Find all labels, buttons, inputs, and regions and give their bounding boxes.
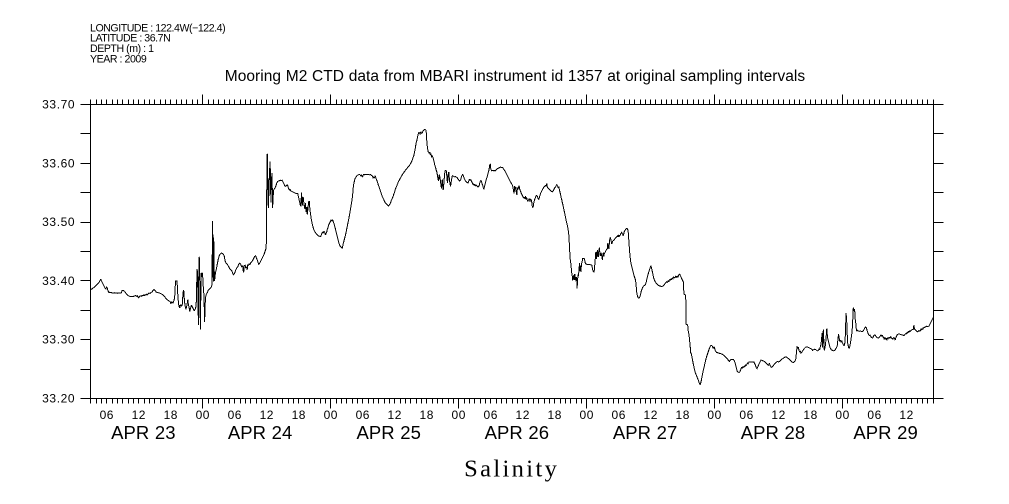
svg-text:Mooring M2 CTD data from MBARI: Mooring M2 CTD data from MBARI instrumen… xyxy=(225,68,806,85)
svg-text:00: 00 xyxy=(324,408,338,422)
svg-text:DEPTH (m) : 1: DEPTH (m) : 1 xyxy=(90,43,154,55)
svg-text:00: 00 xyxy=(196,408,210,422)
svg-text:06: 06 xyxy=(100,408,114,422)
svg-text:18: 18 xyxy=(803,408,817,422)
svg-text:18: 18 xyxy=(420,408,434,422)
svg-text:18: 18 xyxy=(164,408,178,422)
svg-text:APR 23: APR 23 xyxy=(111,422,175,443)
svg-text:LATITUDE : 36.7N: LATITUDE : 36.7N xyxy=(90,33,170,45)
svg-text:18: 18 xyxy=(676,408,690,422)
svg-text:06: 06 xyxy=(739,408,753,422)
svg-text:33.60: 33.60 xyxy=(42,156,75,170)
svg-text:00: 00 xyxy=(580,408,594,422)
svg-text:12: 12 xyxy=(260,408,274,422)
svg-text:33.30: 33.30 xyxy=(42,333,75,347)
svg-text:APR 27: APR 27 xyxy=(613,422,677,443)
svg-text:12: 12 xyxy=(388,408,402,422)
svg-text:33.70: 33.70 xyxy=(42,98,75,112)
svg-text:33.20: 33.20 xyxy=(42,392,75,406)
svg-text:Salinity: Salinity xyxy=(464,455,559,482)
svg-text:06: 06 xyxy=(228,408,242,422)
svg-text:YEAR : 2009: YEAR : 2009 xyxy=(90,53,147,65)
svg-text:06: 06 xyxy=(484,408,498,422)
svg-text:APR 26: APR 26 xyxy=(485,422,549,443)
svg-text:APR 25: APR 25 xyxy=(356,422,420,443)
svg-text:18: 18 xyxy=(292,408,306,422)
svg-text:00: 00 xyxy=(452,408,466,422)
svg-text:APR 29: APR 29 xyxy=(853,422,917,443)
svg-text:33.40: 33.40 xyxy=(42,274,75,288)
svg-text:APR 28: APR 28 xyxy=(741,422,805,443)
svg-text:LONGITUDE : 122.4W(−122.4): LONGITUDE : 122.4W(−122.4) xyxy=(90,22,225,34)
svg-text:12: 12 xyxy=(516,408,530,422)
svg-text:06: 06 xyxy=(867,408,881,422)
svg-text:12: 12 xyxy=(132,408,146,422)
svg-text:00: 00 xyxy=(835,408,849,422)
svg-text:00: 00 xyxy=(707,408,721,422)
svg-text:33.50: 33.50 xyxy=(42,215,75,229)
svg-text:06: 06 xyxy=(356,408,370,422)
svg-text:06: 06 xyxy=(612,408,626,422)
svg-text:12: 12 xyxy=(899,408,913,422)
svg-text:12: 12 xyxy=(771,408,785,422)
svg-text:APR 24: APR 24 xyxy=(228,422,292,443)
svg-text:12: 12 xyxy=(644,408,658,422)
svg-text:18: 18 xyxy=(548,408,562,422)
